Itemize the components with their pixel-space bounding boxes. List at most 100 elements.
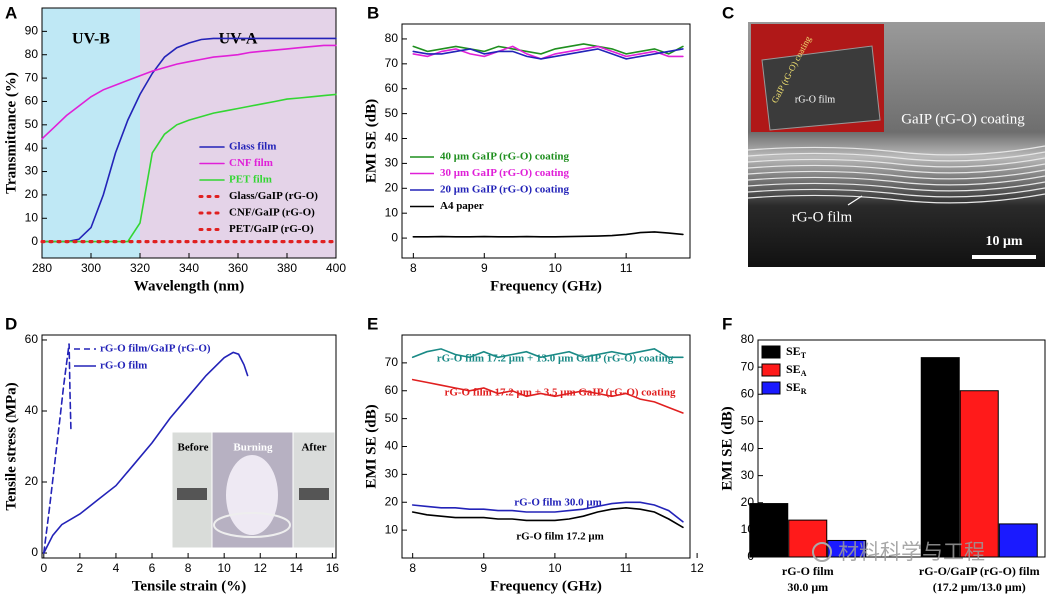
series-line: [412, 45, 684, 60]
y-tick-label: 70: [385, 56, 399, 70]
y-tick-label: 50: [741, 414, 755, 428]
y-tick-label: 40: [25, 140, 39, 154]
x-tick-label: 320: [130, 261, 150, 275]
annotation: 10 μm: [985, 234, 1022, 249]
legend-name: SE: [786, 344, 801, 358]
y-tick-label: 60: [25, 332, 39, 346]
x-axis-title: Tensile strain (%): [132, 578, 246, 594]
y-tick-label: 0: [31, 234, 38, 248]
y-tick-label: 0: [31, 545, 38, 559]
legend-subscript: T: [801, 351, 807, 360]
bar: [788, 519, 828, 558]
series-line: [412, 43, 684, 55]
x-tick-label: 400: [326, 261, 346, 275]
y-tick-label: 50: [25, 117, 39, 131]
y-tick-label: 70: [741, 359, 755, 373]
layer: [747, 145, 1046, 156]
x-tick-label: 12: [254, 561, 268, 575]
series-line: [412, 48, 684, 60]
panel-label: E: [367, 314, 378, 333]
legend-label: rG-O film/GaIP (rG-O): [100, 343, 211, 355]
legend-label: PET/GaIP (rG-O): [229, 223, 314, 235]
y-tick-label: 80: [385, 31, 399, 45]
layer: [747, 151, 1046, 162]
bar: [920, 357, 960, 558]
annotation: rG-O film: [795, 94, 835, 105]
panel-label: A: [5, 3, 17, 22]
inset-label: Burning: [233, 442, 273, 454]
x-tick-label: 280: [32, 261, 52, 275]
y-tick-label: 80: [25, 47, 39, 61]
watermark: 材料科学与工程: [838, 540, 985, 564]
layer: [747, 157, 1046, 168]
y-tick-label: 30: [25, 164, 39, 178]
y-tick-label: 20: [385, 494, 399, 508]
plot-frame: [401, 334, 691, 559]
y-tick-label: 20: [385, 180, 399, 194]
y-tick-label: 30: [741, 468, 755, 482]
x-tick-label: 340: [179, 261, 199, 275]
x-tick-label: 11: [620, 261, 633, 275]
bar: [998, 523, 1038, 558]
legend-swatch: [761, 363, 781, 377]
series-label: rG-O film 17.2 μm + 3.5 μm GaIP (rG-O) c…: [444, 387, 676, 399]
annotation: GaIP (rG-O) coating: [901, 111, 1025, 127]
x-tick-label: rG-O film: [782, 564, 834, 578]
plot-frame: [41, 334, 337, 559]
y-tick-label: 40: [385, 131, 399, 145]
x-tick-label: 4: [113, 561, 120, 575]
x-tick-label: (17.2 μm/13.0 μm): [933, 580, 1026, 594]
bar: [749, 503, 789, 558]
legend-label: 40 μm GaIP (rG-O) coating: [440, 151, 570, 163]
legend-label: CNF/GaIP (rG-O): [229, 207, 315, 219]
layer: [747, 187, 1046, 198]
x-tick-label: 16: [326, 561, 340, 575]
y-tick-label: 20: [25, 187, 39, 201]
legend-label: 20 μm GaIP (rG-O) coating: [440, 184, 570, 196]
region: [140, 8, 336, 258]
x-tick-label: 11: [620, 561, 633, 575]
bar: [827, 539, 867, 558]
legend-label: Glass film: [229, 141, 276, 153]
series-line: [41, 37, 337, 243]
y-tick-label: 70: [25, 70, 39, 84]
y-tick-label: 40: [741, 441, 755, 455]
y-axis-title: Transmittance (%): [3, 72, 19, 194]
layer: [747, 169, 1046, 180]
region-label: UV-B: [72, 31, 110, 48]
legend-label: CNF film: [229, 157, 273, 169]
x-tick-label: 9: [481, 261, 488, 275]
y-axis-title: Tensile stress (MPa): [3, 382, 19, 510]
sample: [299, 488, 329, 500]
dish: [213, 512, 291, 538]
legend-swatch: [761, 381, 781, 395]
panel-label: F: [722, 314, 732, 333]
legend-label: PET film: [229, 174, 272, 186]
x-tick-label: 300: [81, 261, 101, 275]
panel-label: C: [722, 3, 734, 22]
series-line: [411, 501, 684, 523]
series-line: [43, 351, 249, 554]
series-label: rG-O film 17.2 μm: [516, 531, 604, 543]
y-tick-label: 10: [25, 210, 39, 224]
x-tick-label: 8: [185, 561, 192, 575]
x-tick-label: 8: [409, 561, 416, 575]
series-line: [412, 231, 684, 238]
x-tick-label: 6: [149, 561, 156, 575]
y-axis-title: EMI SE (dB): [363, 404, 379, 488]
y-tick-label: 40: [385, 439, 399, 453]
y-tick-label: 70: [385, 355, 399, 369]
x-tick-label: 360: [228, 261, 248, 275]
y-tick-label: 40: [25, 403, 39, 417]
inset-label: After: [301, 442, 326, 454]
y-tick-label: 60: [385, 383, 399, 397]
x-tick-label: 380: [277, 261, 297, 275]
y-tick-label: 80: [741, 332, 755, 346]
x-tick-label: rG-O/GaIP (rG-O) film: [919, 564, 1040, 578]
y-tick-label: 60: [25, 94, 39, 108]
x-tick-label: 10: [548, 561, 562, 575]
legend-label: Glass/GaIP (rG-O): [229, 190, 318, 202]
legend-subscript: R: [801, 387, 807, 396]
series-line: [41, 44, 337, 140]
